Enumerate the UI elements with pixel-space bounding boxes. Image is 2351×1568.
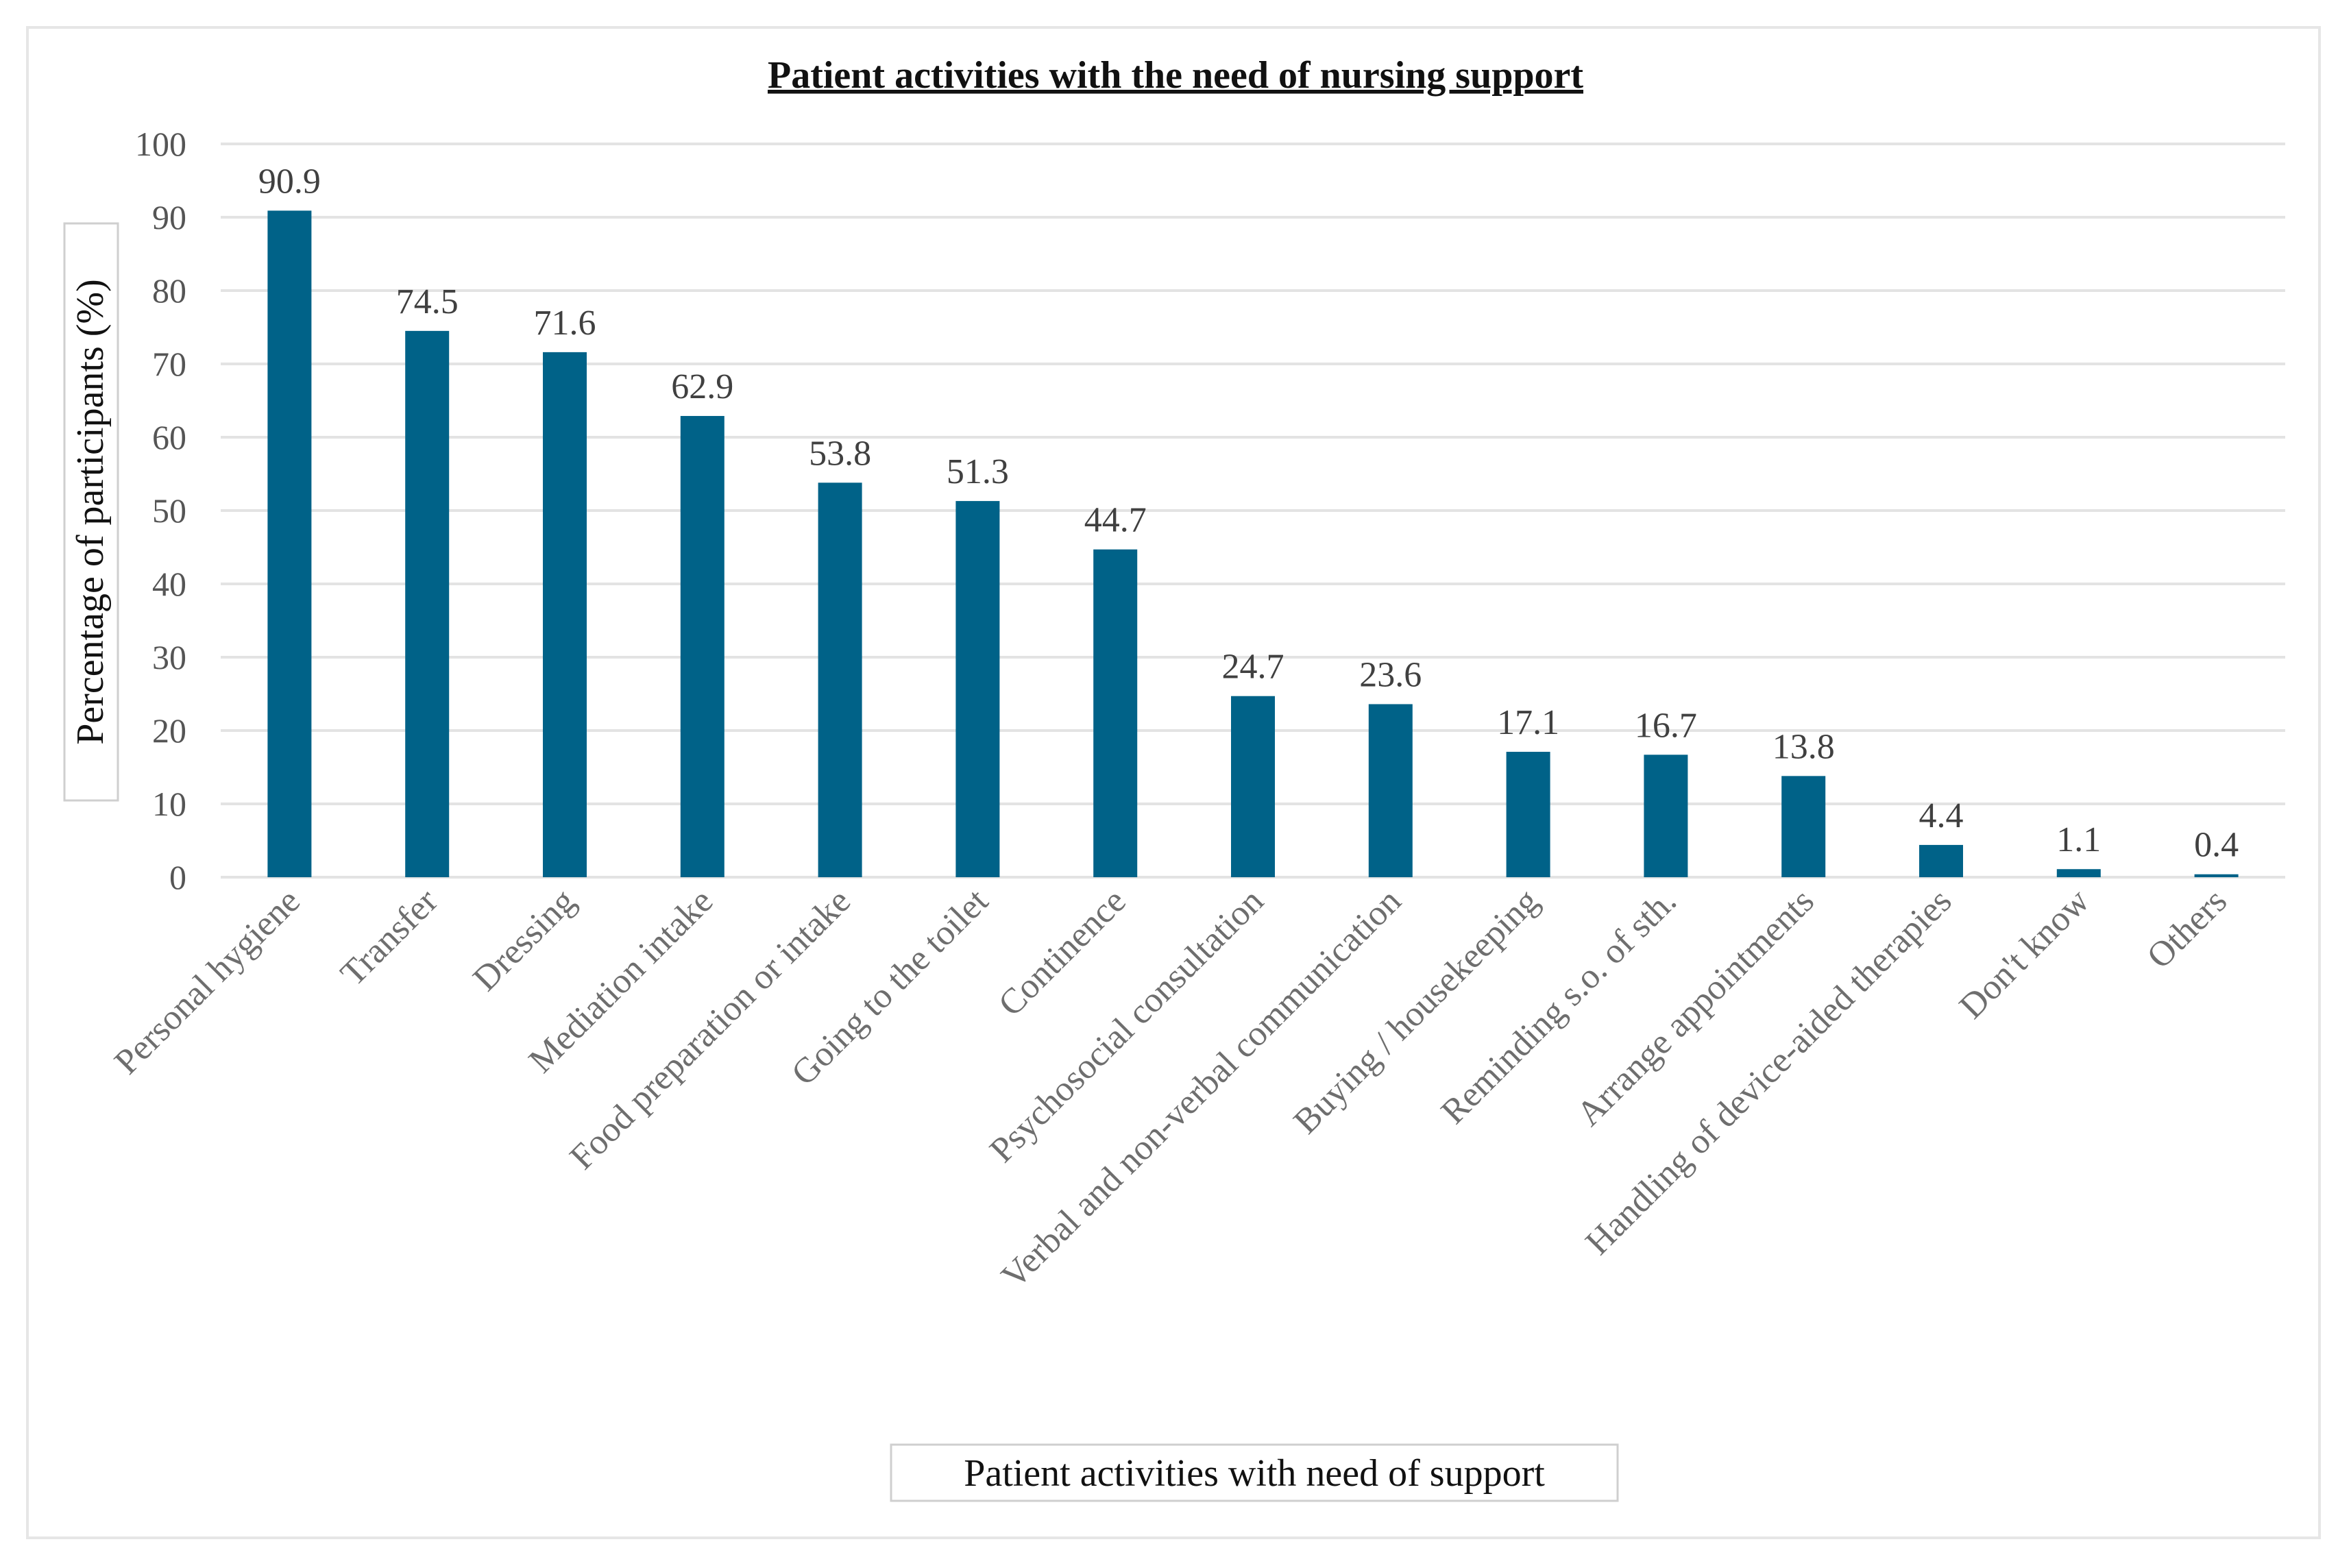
- x-category-label-10: Buying / housekeeping: [1287, 881, 1546, 1141]
- y-tick-label-90: 90: [152, 198, 186, 236]
- data-label-8: 24.7: [1222, 648, 1284, 687]
- bar-5: [818, 482, 862, 877]
- bar-15: [2194, 874, 2239, 877]
- data-label-12: 13.8: [1773, 727, 1835, 766]
- data-label-7: 44.7: [1084, 501, 1147, 540]
- x-category-label-15: Others: [2140, 881, 2234, 976]
- bars: [267, 210, 2239, 878]
- x-category-label-3: Dressing: [465, 881, 583, 999]
- y-axis-title-box: [63, 222, 119, 802]
- data-label-15: 0.4: [2194, 826, 2239, 865]
- bar-10: [1506, 752, 1550, 877]
- x-category-label-5: Food preparation or intake: [563, 881, 858, 1177]
- x-category-label-12: Arrange appointments: [1570, 881, 1822, 1134]
- x-category-label-1: Personal hygiene: [107, 881, 308, 1082]
- data-label-9: 23.6: [1359, 655, 1422, 694]
- data-labels: 90.9 74.5 71.6 62.9 53.8 51.3 44.7 24.7 23.6 17.1…: [258, 162, 2239, 864]
- bar-7: [1093, 549, 1138, 877]
- y-tick-label-50: 50: [152, 491, 186, 530]
- bar-4: [680, 415, 724, 877]
- bar-14: [2056, 869, 2101, 877]
- bar-6: [955, 501, 1000, 877]
- bar-8: [1231, 696, 1275, 877]
- x-category-label-7: Continence: [991, 881, 1134, 1024]
- x-axis-title-box: [890, 1443, 1619, 1502]
- x-category-label-14: Don't know: [1952, 881, 2097, 1027]
- data-label-13: 4.4: [1919, 796, 1964, 835]
- data-label-4: 62.9: [671, 367, 733, 406]
- bar-12: [1781, 776, 1826, 877]
- bar-11: [1644, 755, 1688, 877]
- data-label-10: 17.1: [1497, 703, 1559, 742]
- bar-2: [405, 330, 450, 878]
- y-axis-ticks: 0 10 20 30 40 50 60 70 80 90 100: [135, 125, 186, 896]
- y-tick-label-100: 100: [135, 125, 186, 163]
- y-tick-label-0: 0: [169, 858, 186, 896]
- bar-1: [267, 210, 312, 877]
- chart-title: Patient activities with the need of nurs…: [768, 54, 1583, 97]
- data-label-6: 51.3: [947, 452, 1009, 491]
- data-label-1: 90.9: [258, 162, 321, 201]
- y-tick-label-30: 30: [152, 638, 186, 676]
- data-label-5: 53.8: [809, 434, 871, 473]
- bar-13: [1919, 844, 1963, 877]
- x-category-label-11: Reminding s.o. of sth.: [1434, 881, 1684, 1131]
- x-category-label-8: Psychosocial consultation: [982, 881, 1271, 1170]
- y-tick-label-60: 60: [152, 418, 186, 456]
- x-category-label-2: Transfer: [333, 881, 446, 994]
- y-tick-label-80: 80: [152, 271, 186, 310]
- bar-3: [543, 352, 587, 877]
- data-label-14: 1.1: [2056, 820, 2101, 859]
- bar-9: [1368, 704, 1413, 877]
- y-tick-label-10: 10: [152, 785, 186, 823]
- y-tick-label-70: 70: [152, 345, 186, 383]
- data-label-2: 74.5: [396, 282, 459, 321]
- y-tick-label-40: 40: [152, 565, 186, 603]
- x-axis-category-labels: Personal hygiene Transfer DressingMediatio…: [107, 881, 2234, 1296]
- y-axis-title: Percentage of participants (%): [69, 279, 112, 744]
- data-label-11: 16.7: [1635, 706, 1697, 745]
- data-label-3: 71.6: [534, 304, 596, 343]
- x-axis-title: Patient activities with need of support: [964, 1452, 1545, 1495]
- y-tick-label-20: 20: [152, 711, 186, 750]
